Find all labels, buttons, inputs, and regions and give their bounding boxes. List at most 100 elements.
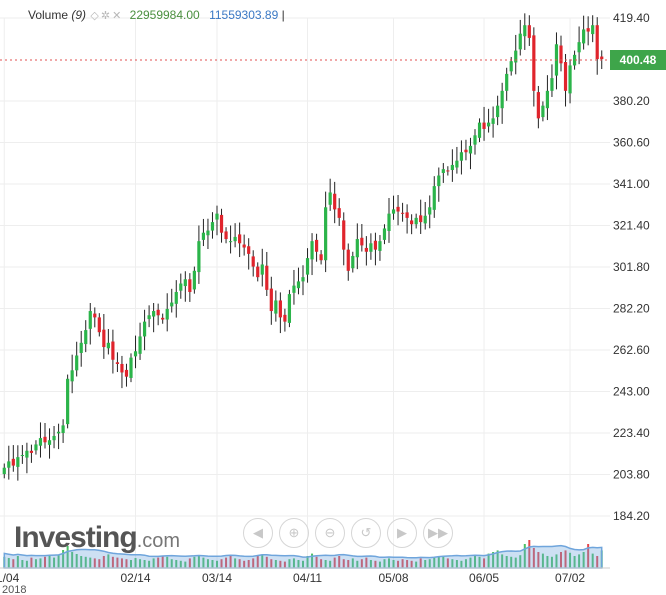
candle-body xyxy=(38,438,43,446)
candle-body xyxy=(84,330,88,345)
candle-body xyxy=(423,215,427,224)
x-tick-label: 01/04 xyxy=(0,571,20,585)
play-icon[interactable]: ▶ xyxy=(387,518,417,548)
volume-bar xyxy=(197,556,200,568)
candle-body xyxy=(183,279,187,287)
volume-bar xyxy=(478,556,481,568)
candle-body xyxy=(75,355,79,371)
candle-body xyxy=(360,237,364,246)
candle-body xyxy=(523,25,527,37)
volume-bar xyxy=(256,556,259,568)
candle-body xyxy=(437,175,441,187)
candle-body xyxy=(582,29,586,44)
y-tick-label: 321.40 xyxy=(613,219,650,233)
volume-bar xyxy=(560,552,562,568)
volume-bar xyxy=(161,556,164,568)
volume-bar xyxy=(424,560,427,568)
volume-bar xyxy=(369,560,372,568)
candle-body xyxy=(473,135,477,145)
volume-bar xyxy=(383,559,386,568)
volume-bar xyxy=(442,556,445,568)
candle-body xyxy=(115,362,120,364)
volume-bar xyxy=(202,557,205,568)
volume-bar xyxy=(265,556,268,568)
candle-body xyxy=(314,239,319,252)
volume-bar xyxy=(206,559,209,568)
volume-bar xyxy=(247,560,250,568)
candle-body xyxy=(251,256,255,267)
candle-body xyxy=(170,302,174,307)
candle-body xyxy=(532,35,536,91)
chart-toolbar: ◀ ⊕ ⊖ ↺ ▶ ▶▶ xyxy=(243,518,453,548)
volume-bar xyxy=(564,550,567,568)
volume-bar xyxy=(292,558,295,568)
zoom-reset-icon[interactable]: ↺ xyxy=(351,518,381,548)
volume-bar xyxy=(356,560,359,568)
volume-bar xyxy=(125,559,128,568)
volume-bar xyxy=(415,561,418,568)
zoom-in-icon[interactable]: ⊕ xyxy=(279,518,309,548)
candle-body xyxy=(142,321,147,337)
candle-body xyxy=(518,33,522,50)
volume-bar xyxy=(455,560,458,568)
volume-bar xyxy=(274,560,277,568)
candle-body xyxy=(224,231,228,240)
candle-body xyxy=(88,311,92,329)
y-tick-label: 184.20 xyxy=(613,509,650,523)
candle-body xyxy=(129,357,133,378)
candle-body xyxy=(161,317,165,320)
volume-bar xyxy=(102,556,105,568)
candle-body xyxy=(25,450,29,458)
candle-body xyxy=(66,378,70,425)
candle-body xyxy=(324,207,328,261)
zoom-out-icon[interactable]: ⊖ xyxy=(315,518,345,548)
volume-bar xyxy=(532,548,535,568)
eye-icon[interactable]: ◇ xyxy=(90,10,99,22)
candle-body xyxy=(414,217,418,225)
candle-body xyxy=(106,342,110,349)
close-icon[interactable]: ✕ xyxy=(112,10,122,22)
volume-bar xyxy=(311,553,314,568)
volume-bar xyxy=(111,556,114,568)
candle-body xyxy=(238,234,242,244)
volume-bar xyxy=(464,559,467,568)
volume-bar xyxy=(279,560,282,568)
x-tick-label: 05/08 xyxy=(379,571,409,585)
candle-body xyxy=(464,149,468,153)
candle-body xyxy=(292,285,296,293)
candle-body xyxy=(364,247,368,252)
volume-bar xyxy=(229,556,232,568)
candle-body xyxy=(111,341,115,360)
y-axis: 419.40 380.20 360.60 341.00 321.40 301.80 282.… xyxy=(613,11,650,523)
volume-bar xyxy=(324,560,327,568)
volume-bar xyxy=(401,559,404,568)
volume-bar xyxy=(315,556,318,568)
volume-bar xyxy=(12,559,15,568)
volume-bar xyxy=(188,558,191,568)
volume-bar xyxy=(62,550,65,568)
x-tick-label: 03/14 xyxy=(202,571,232,585)
rewind-icon[interactable]: ◀ xyxy=(243,518,273,548)
volume-bar xyxy=(179,560,182,568)
volume-bar xyxy=(53,557,56,568)
candle-body xyxy=(215,213,219,220)
y-tick-label: 223.40 xyxy=(613,426,650,440)
fast-forward-icon[interactable]: ▶▶ xyxy=(423,518,453,548)
gear-icon[interactable]: ✲ xyxy=(100,10,111,22)
volume-bar xyxy=(252,558,255,568)
candle-body xyxy=(188,279,192,292)
candle-body xyxy=(482,122,486,129)
volume-bar xyxy=(71,552,74,568)
candle-body xyxy=(296,281,301,289)
candle-body xyxy=(405,212,409,218)
candle-body xyxy=(278,300,282,318)
candle-body xyxy=(156,309,160,316)
volume-bar xyxy=(98,559,101,568)
volume-bar xyxy=(143,560,146,568)
candle-body xyxy=(133,351,138,357)
candle-body xyxy=(256,266,260,278)
volume-bar xyxy=(89,557,92,568)
volume-bar xyxy=(514,557,517,568)
candles xyxy=(2,13,604,481)
